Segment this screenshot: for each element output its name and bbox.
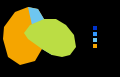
Polygon shape	[24, 19, 76, 57]
Bar	[93, 44, 97, 48]
Polygon shape	[52, 25, 70, 55]
Polygon shape	[3, 7, 46, 65]
Bar	[93, 32, 97, 36]
Polygon shape	[28, 7, 70, 55]
Bar	[93, 38, 97, 42]
Bar	[93, 26, 97, 30]
